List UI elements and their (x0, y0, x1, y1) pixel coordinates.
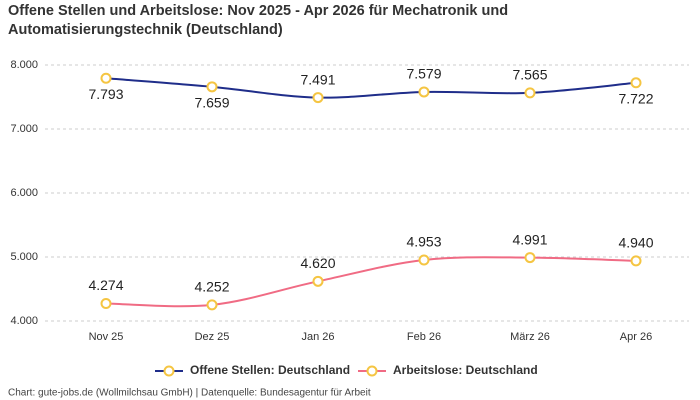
line (105, 77, 637, 99)
legend-marker (366, 365, 378, 377)
value-label: 7.579 (406, 66, 441, 82)
marker (312, 275, 324, 287)
x-tick-label: Apr 26 (620, 331, 652, 343)
x-tick-label: Dez 25 (195, 331, 230, 343)
marker (206, 299, 218, 311)
x-tick-label: März 26 (510, 331, 550, 343)
source: Chart: gute-jobs.de (Wollmilchsau GmbH) … (8, 388, 371, 399)
y-tick-label: 7.000 (10, 123, 38, 135)
y-tick-label: 5.000 (10, 251, 38, 263)
value-label: 7.793 (88, 86, 123, 102)
x-tick-label: Nov 25 (89, 331, 124, 343)
value-label: 7.565 (512, 67, 547, 83)
value-label: 4.252 (194, 279, 229, 295)
legend-marker (163, 365, 175, 377)
marker (524, 87, 536, 99)
marker (100, 72, 112, 84)
legend-label: Arbeitslose: Deutschland (393, 363, 538, 377)
line (105, 256, 637, 308)
value-label: 4.991 (512, 231, 547, 247)
marker (418, 86, 430, 98)
value-label: 7.722 (618, 90, 653, 106)
value-label: 7.659 (194, 95, 229, 111)
legend-label: Offene Stellen: Deutschland (190, 363, 350, 377)
y-tick-label: 6.000 (10, 187, 38, 199)
y-tick-label: 8.000 (10, 59, 38, 71)
marker (206, 81, 218, 93)
value-label: 4.940 (618, 235, 653, 251)
marker (312, 92, 324, 104)
marker (524, 252, 536, 264)
value-label: 7.491 (300, 71, 335, 87)
marker (630, 255, 642, 267)
value-label: 4.620 (300, 255, 335, 271)
x-tick-label: Feb 26 (407, 331, 441, 343)
x-tick-label: Jan 26 (301, 331, 334, 343)
marker (630, 77, 642, 89)
value-label: 4.953 (406, 234, 441, 250)
y-tick-label: 4.000 (10, 315, 38, 327)
chart-title: Offene Stellen und Arbeitslose: Nov 2025… (8, 3, 509, 38)
value-label: 4.274 (88, 277, 123, 293)
marker (100, 297, 112, 309)
marker (418, 254, 430, 266)
